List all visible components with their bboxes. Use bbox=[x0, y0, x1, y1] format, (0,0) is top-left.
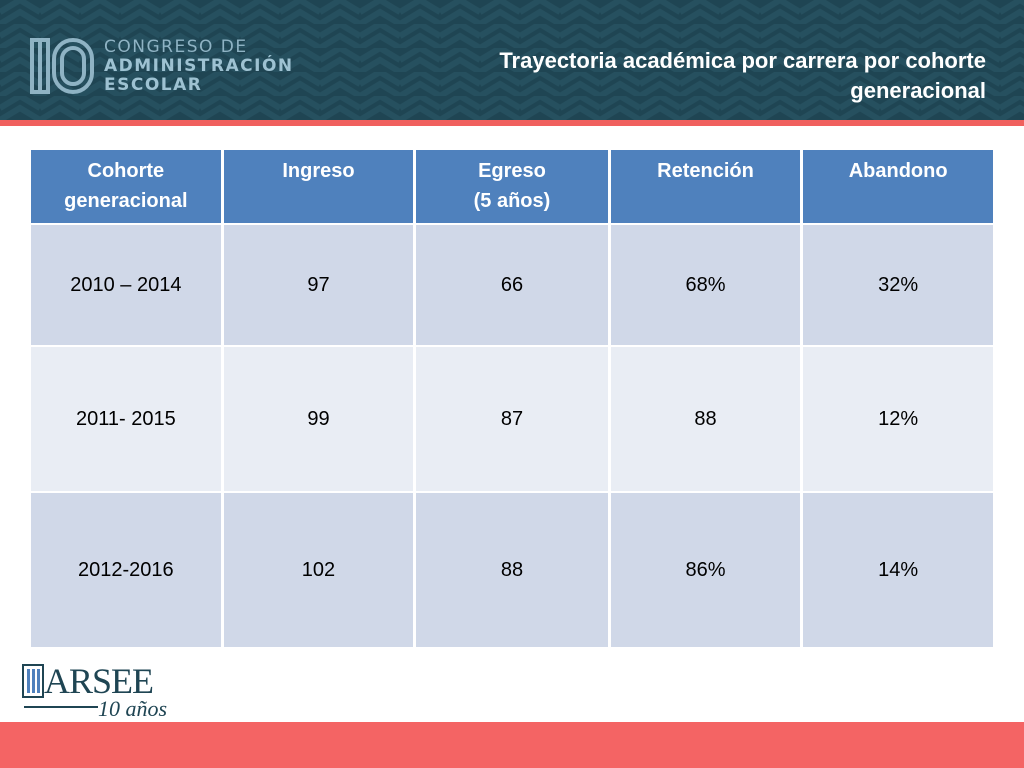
header-banner: CONGRESO DE ADMINISTRACIÓN ESCOLAR Traye… bbox=[0, 0, 1024, 120]
slide-title: Trayectoria académica por carrera por co… bbox=[386, 46, 986, 106]
arsee-logo: ARSEE 10 años bbox=[20, 660, 180, 721]
slide-title-line-2: generacional bbox=[850, 78, 986, 103]
cell-egreso: 88 bbox=[416, 493, 608, 647]
ten-logo-icon bbox=[30, 38, 94, 94]
logo-line-3: ESCOLAR bbox=[104, 74, 203, 95]
slide-title-line-1: Trayectoria académica por carrera por co… bbox=[499, 48, 986, 73]
header-cell-line-2: generacional bbox=[64, 190, 188, 212]
header-abandono: Abandono bbox=[803, 150, 993, 223]
cell-retencion: 68% bbox=[610, 225, 801, 345]
logo-line-2: ADMINISTRACIÓN bbox=[104, 55, 294, 76]
header-cell-line-1: Abandono bbox=[848, 160, 948, 182]
table-row: 2012-2016 102 88 86% 14% bbox=[31, 493, 993, 647]
cell-abandono: 32% bbox=[803, 225, 993, 345]
header-egreso: Egreso (5 años) bbox=[416, 150, 608, 223]
cell-retencion: 88 bbox=[610, 347, 801, 491]
cell-abandono: 12% bbox=[803, 347, 993, 491]
table-row: 2011- 2015 99 87 88 12% bbox=[31, 347, 993, 491]
header-accent-stripe bbox=[0, 120, 1024, 126]
header-cell-line-1: Cohorte bbox=[87, 160, 165, 182]
cell-cohorte: 2012-2016 bbox=[31, 493, 221, 647]
cell-egreso: 87 bbox=[416, 347, 608, 491]
logo-underline bbox=[24, 706, 98, 708]
logo-line-1: CONGRESO DE bbox=[104, 36, 248, 57]
cell-ingreso: 97 bbox=[223, 225, 414, 345]
cell-abandono: 14% bbox=[803, 493, 993, 647]
arsee-logo-name: ARSEE bbox=[44, 661, 154, 701]
header-ingreso: Ingreso bbox=[223, 150, 414, 223]
cell-retencion: 86% bbox=[610, 493, 801, 647]
header-cohorte: Cohorte generacional bbox=[31, 150, 221, 223]
cell-cohorte: 2010 – 2014 bbox=[31, 225, 221, 345]
chevron-pattern bbox=[0, 0, 1024, 120]
cell-egreso: 66 bbox=[416, 225, 608, 345]
cell-ingreso: 99 bbox=[223, 347, 414, 491]
header-cell-line-1: Egreso bbox=[478, 160, 546, 182]
building-icon bbox=[22, 664, 44, 698]
bottom-bar bbox=[0, 722, 1024, 768]
cohort-table: Cohorte generacional Ingreso Egreso (5 a… bbox=[28, 148, 996, 649]
arsee-logo-years: 10 años bbox=[98, 696, 168, 721]
table-header-row: Cohorte generacional Ingreso Egreso (5 a… bbox=[31, 150, 993, 223]
cell-cohorte: 2011- 2015 bbox=[31, 347, 221, 491]
congress-logo: CONGRESO DE ADMINISTRACIÓN ESCOLAR bbox=[30, 36, 294, 96]
table-row: 2010 – 2014 97 66 68% 32% bbox=[31, 225, 993, 345]
header-cell-line-1: Ingreso bbox=[282, 160, 355, 182]
header-cell-line-2: (5 años) bbox=[473, 190, 551, 212]
header-retencion: Retención bbox=[610, 150, 801, 223]
header-cell-line-1: Retención bbox=[657, 160, 754, 182]
cell-ingreso: 102 bbox=[223, 493, 414, 647]
